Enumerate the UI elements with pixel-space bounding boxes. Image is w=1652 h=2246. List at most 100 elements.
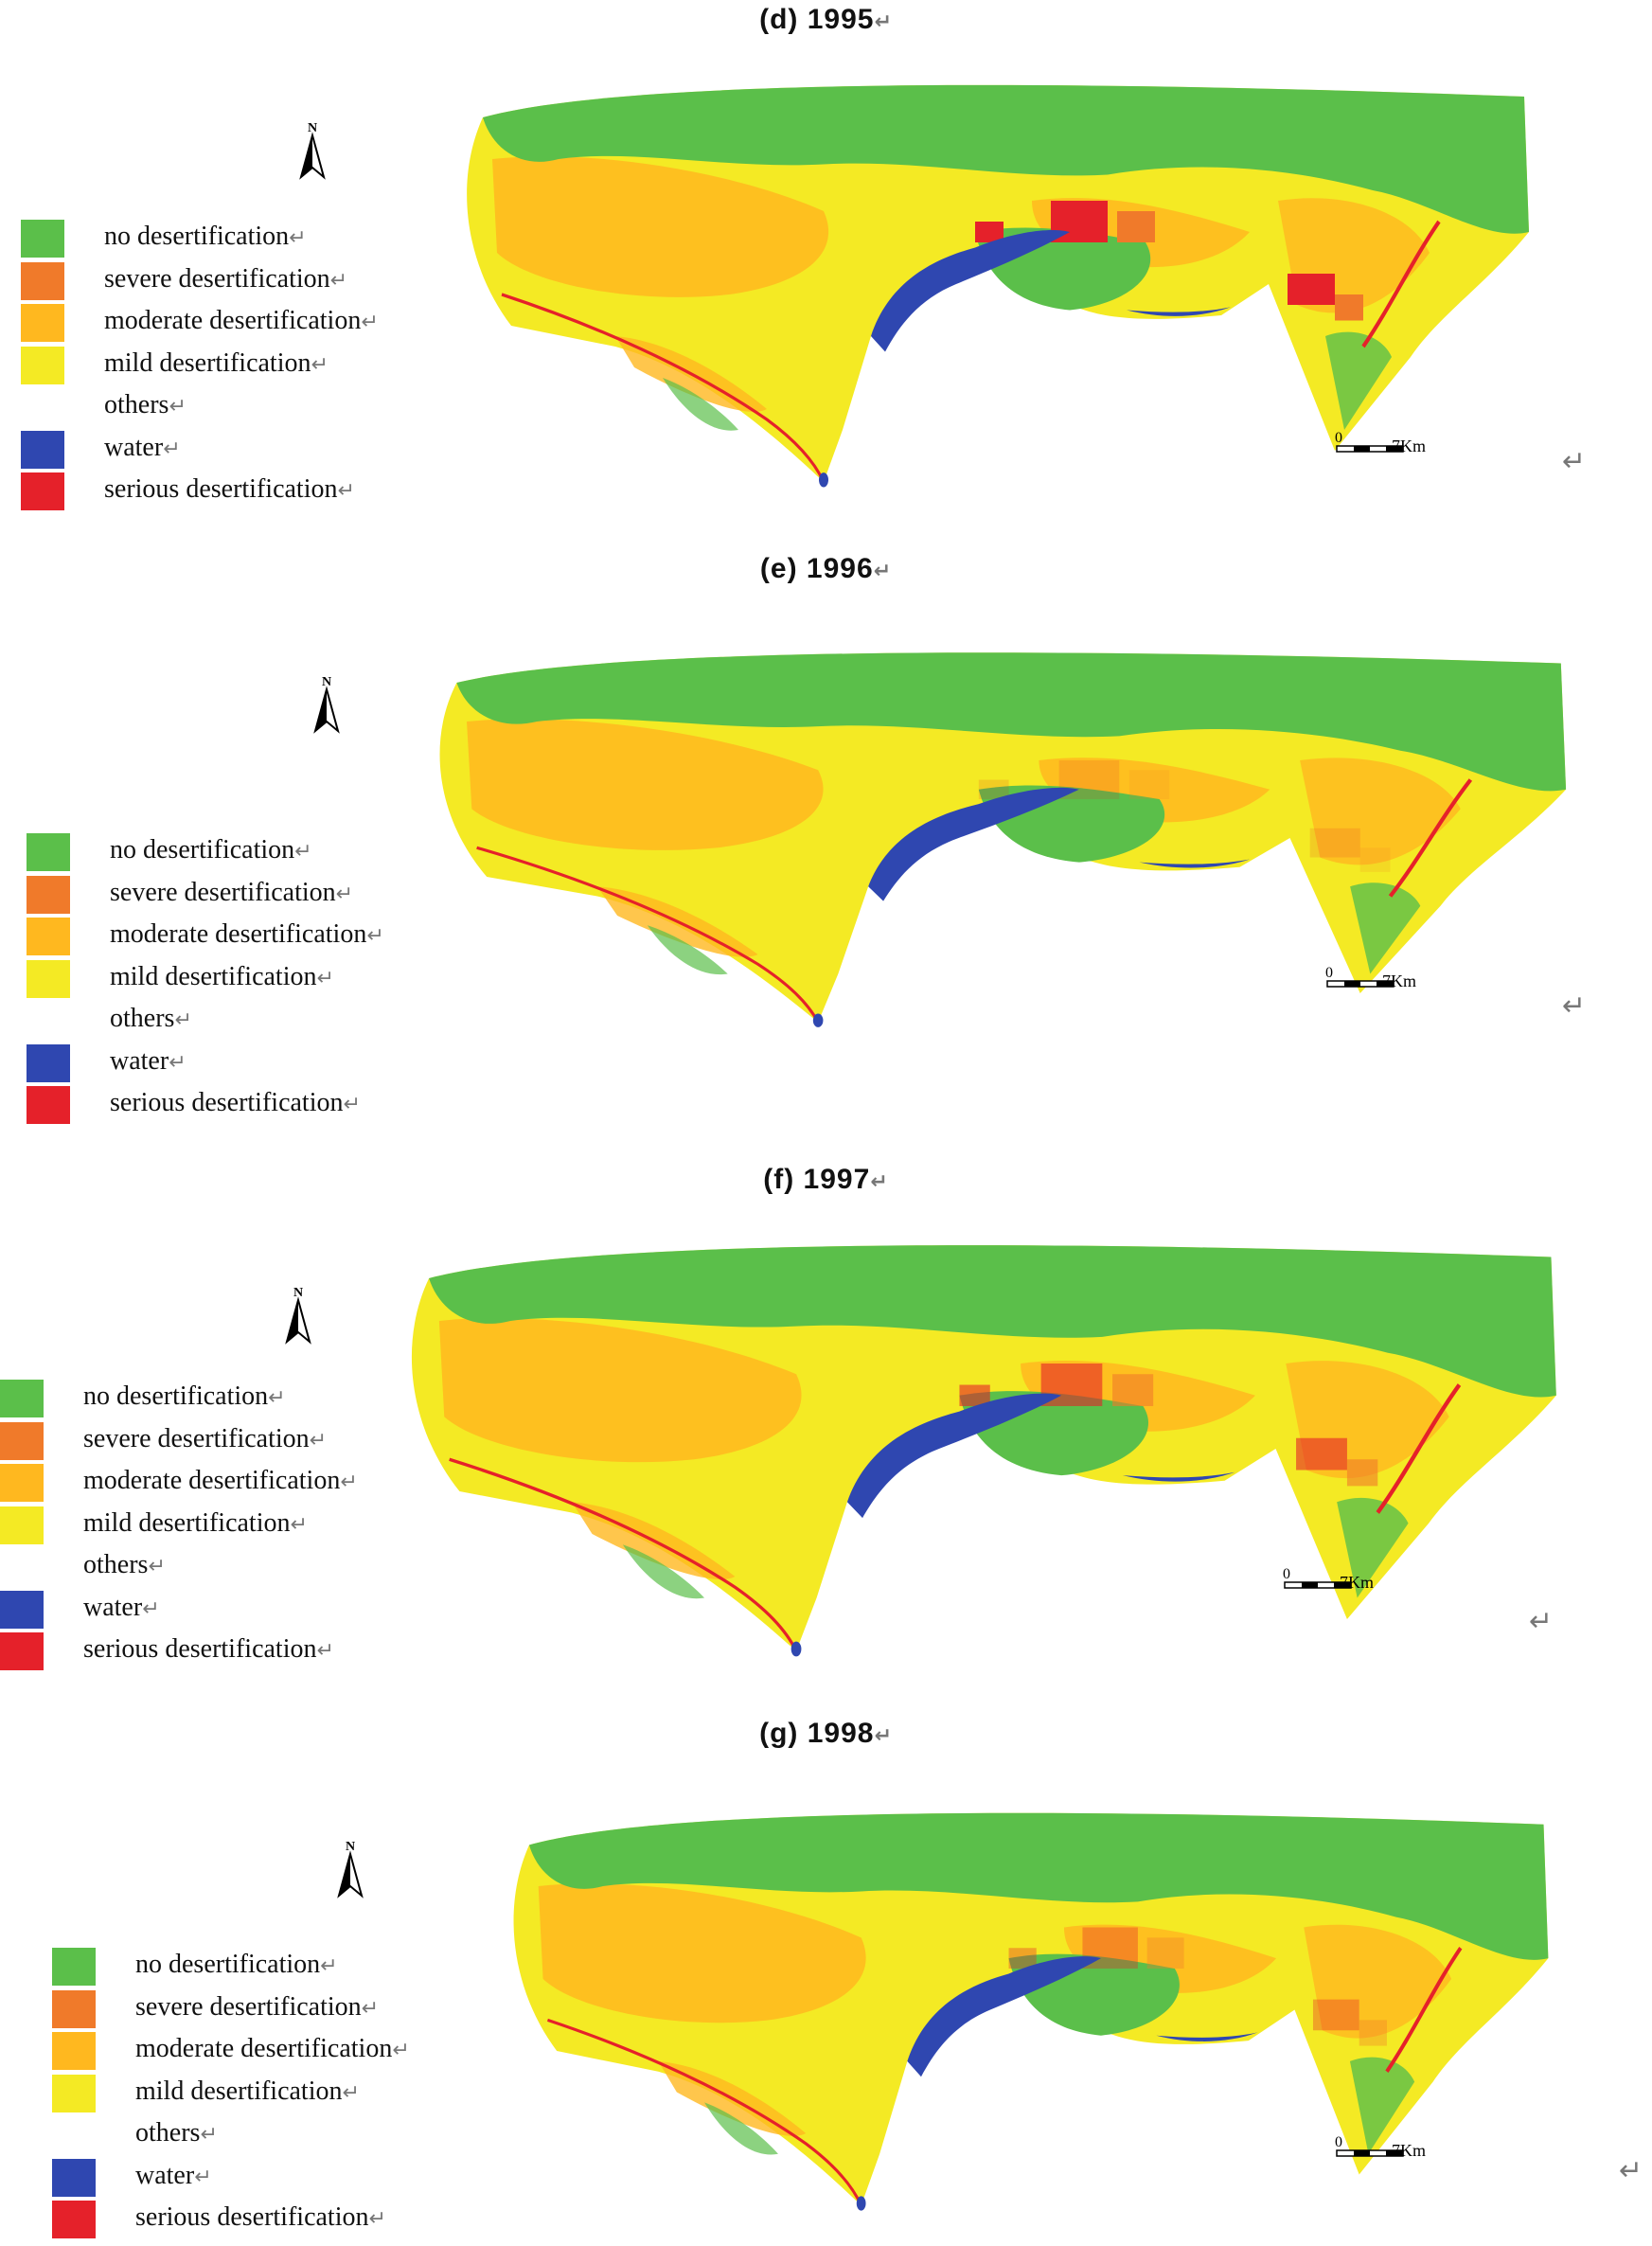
- legend-swatch: [0, 1421, 44, 1460]
- legend-label: no desertification↵: [83, 1381, 286, 1411]
- legend-label: water↵: [104, 432, 181, 462]
- svg-text:7Km: 7Km: [1382, 971, 1416, 990]
- return-mark: ↵: [361, 311, 379, 334]
- legend-label: severe desertification↵: [135, 1991, 380, 2022]
- return-mark: ↵: [335, 882, 354, 906]
- return-mark: ↵: [320, 1954, 338, 1978]
- map-panel-1998: (g) 1998↵ N no desertification↵ severe de…: [0, 1714, 1652, 2246]
- legend-label: severe desertification↵: [110, 877, 354, 907]
- scale-bar: 0 7Km: [1335, 430, 1439, 465]
- legend-swatch: [27, 918, 70, 955]
- legend-label: mild desertification↵: [83, 1507, 308, 1538]
- north-arrow-icon: N: [285, 1286, 311, 1345]
- desertification-map: [439, 652, 1567, 1027]
- svg-text:0: 0: [1325, 966, 1333, 981]
- legend-label: severe desertification↵: [83, 1423, 328, 1453]
- return-mark: ↵: [1562, 445, 1587, 478]
- return-mark: ↵: [870, 1170, 889, 1194]
- panel-title-text: (d) 1995: [759, 4, 875, 35]
- return-mark: ↵: [169, 395, 187, 419]
- north-arrow-icon: N: [337, 1840, 364, 1898]
- return-mark: ↵: [174, 1008, 192, 1032]
- scale-bar: 0 7Km: [1335, 2134, 1439, 2169]
- return-mark: ↵: [294, 840, 312, 864]
- return-mark: ↵: [289, 226, 307, 250]
- legend-label: water↵: [83, 1592, 160, 1622]
- map-panel-1995: (d) 1995↵ N no desertification↵ severe de…: [0, 0, 1652, 549]
- legend-label: severe desertification↵: [104, 263, 348, 294]
- return-mark: ↵: [361, 1996, 380, 2021]
- scale-bar: 0 7Km: [1325, 965, 1430, 1000]
- legend-swatch: [27, 959, 70, 998]
- return-mark: ↵: [309, 1428, 328, 1453]
- legend-swatch: [21, 346, 64, 384]
- panel-title: (f) 1997↵: [0, 1164, 1652, 1196]
- legend-label: no desertification↵: [104, 222, 307, 251]
- legend-label: others↵: [135, 2118, 218, 2148]
- desertification-map: [411, 1245, 1556, 1657]
- legend-label: serious desertification↵: [83, 1634, 334, 1664]
- return-mark: ↵: [169, 1050, 187, 1075]
- legend-swatch: [27, 875, 70, 914]
- legend-swatch: [52, 2074, 96, 2112]
- map-panel-1996: (e) 1996↵ N no desertification↵ severe de…: [0, 549, 1652, 1160]
- legend-label: water↵: [135, 2160, 212, 2190]
- legend-swatch: [21, 430, 64, 469]
- legend-swatch: [0, 1590, 44, 1629]
- return-mark: ↵: [316, 1639, 334, 1663]
- legend-swatch: [0, 1464, 44, 1502]
- legend-swatch: [52, 2201, 96, 2238]
- legend-label: mild desertification↵: [104, 348, 329, 378]
- svg-text:0: 0: [1335, 431, 1342, 446]
- return-mark: ↵: [1529, 1605, 1554, 1638]
- legend-label: moderate desertification↵: [104, 306, 379, 335]
- legend-swatch: [27, 1086, 70, 1124]
- north-arrow-icon: N: [299, 121, 326, 180]
- panel-title-text: (f) 1997: [763, 1164, 871, 1195]
- map-panel-1997: (f) 1997↵ N no desertification↵ severe de…: [0, 1160, 1652, 1714]
- return-mark: ↵: [340, 1471, 358, 1494]
- svg-text:N: N: [293, 1286, 303, 1300]
- svg-text:N: N: [308, 121, 317, 135]
- return-mark: ↵: [316, 966, 334, 990]
- legend-swatch: [0, 1506, 44, 1544]
- svg-text:7Km: 7Km: [1392, 437, 1426, 455]
- scale-bar: 0 7Km: [1283, 1566, 1387, 1601]
- panel-title: (d) 1995↵: [0, 4, 1652, 36]
- legend-swatch: [21, 472, 64, 510]
- legend-swatch: [21, 304, 64, 342]
- return-mark: ↵: [200, 2123, 218, 2147]
- panel-title-text: (e) 1996: [759, 553, 874, 584]
- legend-swatch: [52, 1948, 96, 1986]
- return-mark: ↵: [1562, 989, 1587, 1023]
- legend-label: moderate desertification↵: [135, 2034, 410, 2063]
- legend-label: serious desertification↵: [104, 474, 355, 504]
- return-mark: ↵: [268, 1386, 286, 1410]
- legend-swatch: [0, 1380, 44, 1417]
- return-mark: ↵: [337, 479, 355, 503]
- svg-text:0: 0: [1335, 2135, 1342, 2150]
- panel-title: (e) 1996↵: [0, 553, 1652, 585]
- legend-swatch: [52, 2158, 96, 2197]
- return-mark: ↵: [329, 268, 348, 293]
- legend-label: moderate desertification↵: [110, 919, 384, 949]
- svg-text:7Km: 7Km: [1392, 2141, 1426, 2160]
- desertification-map: [467, 84, 1529, 488]
- svg-text:7Km: 7Km: [1340, 1573, 1374, 1592]
- return-mark: ↵: [342, 2080, 360, 2105]
- return-mark: ↵: [392, 2039, 410, 2062]
- legend-swatch: [52, 2032, 96, 2070]
- legend-swatch: [21, 220, 64, 258]
- legend-label: others↵: [110, 1004, 192, 1033]
- return-mark: ↵: [311, 352, 329, 377]
- return-mark: ↵: [368, 2207, 386, 2231]
- legend-label: mild desertification↵: [110, 961, 334, 991]
- legend-swatch: [21, 261, 64, 300]
- return-mark: ↵: [1619, 2154, 1643, 2187]
- legend-label: no desertification↵: [135, 1950, 338, 1979]
- panel-title-text: (g) 1998: [759, 1718, 875, 1749]
- return-mark: ↵: [874, 1724, 893, 1748]
- panel-title: (g) 1998↵: [0, 1718, 1652, 1750]
- return-mark: ↵: [163, 437, 181, 461]
- return-mark: ↵: [874, 10, 893, 34]
